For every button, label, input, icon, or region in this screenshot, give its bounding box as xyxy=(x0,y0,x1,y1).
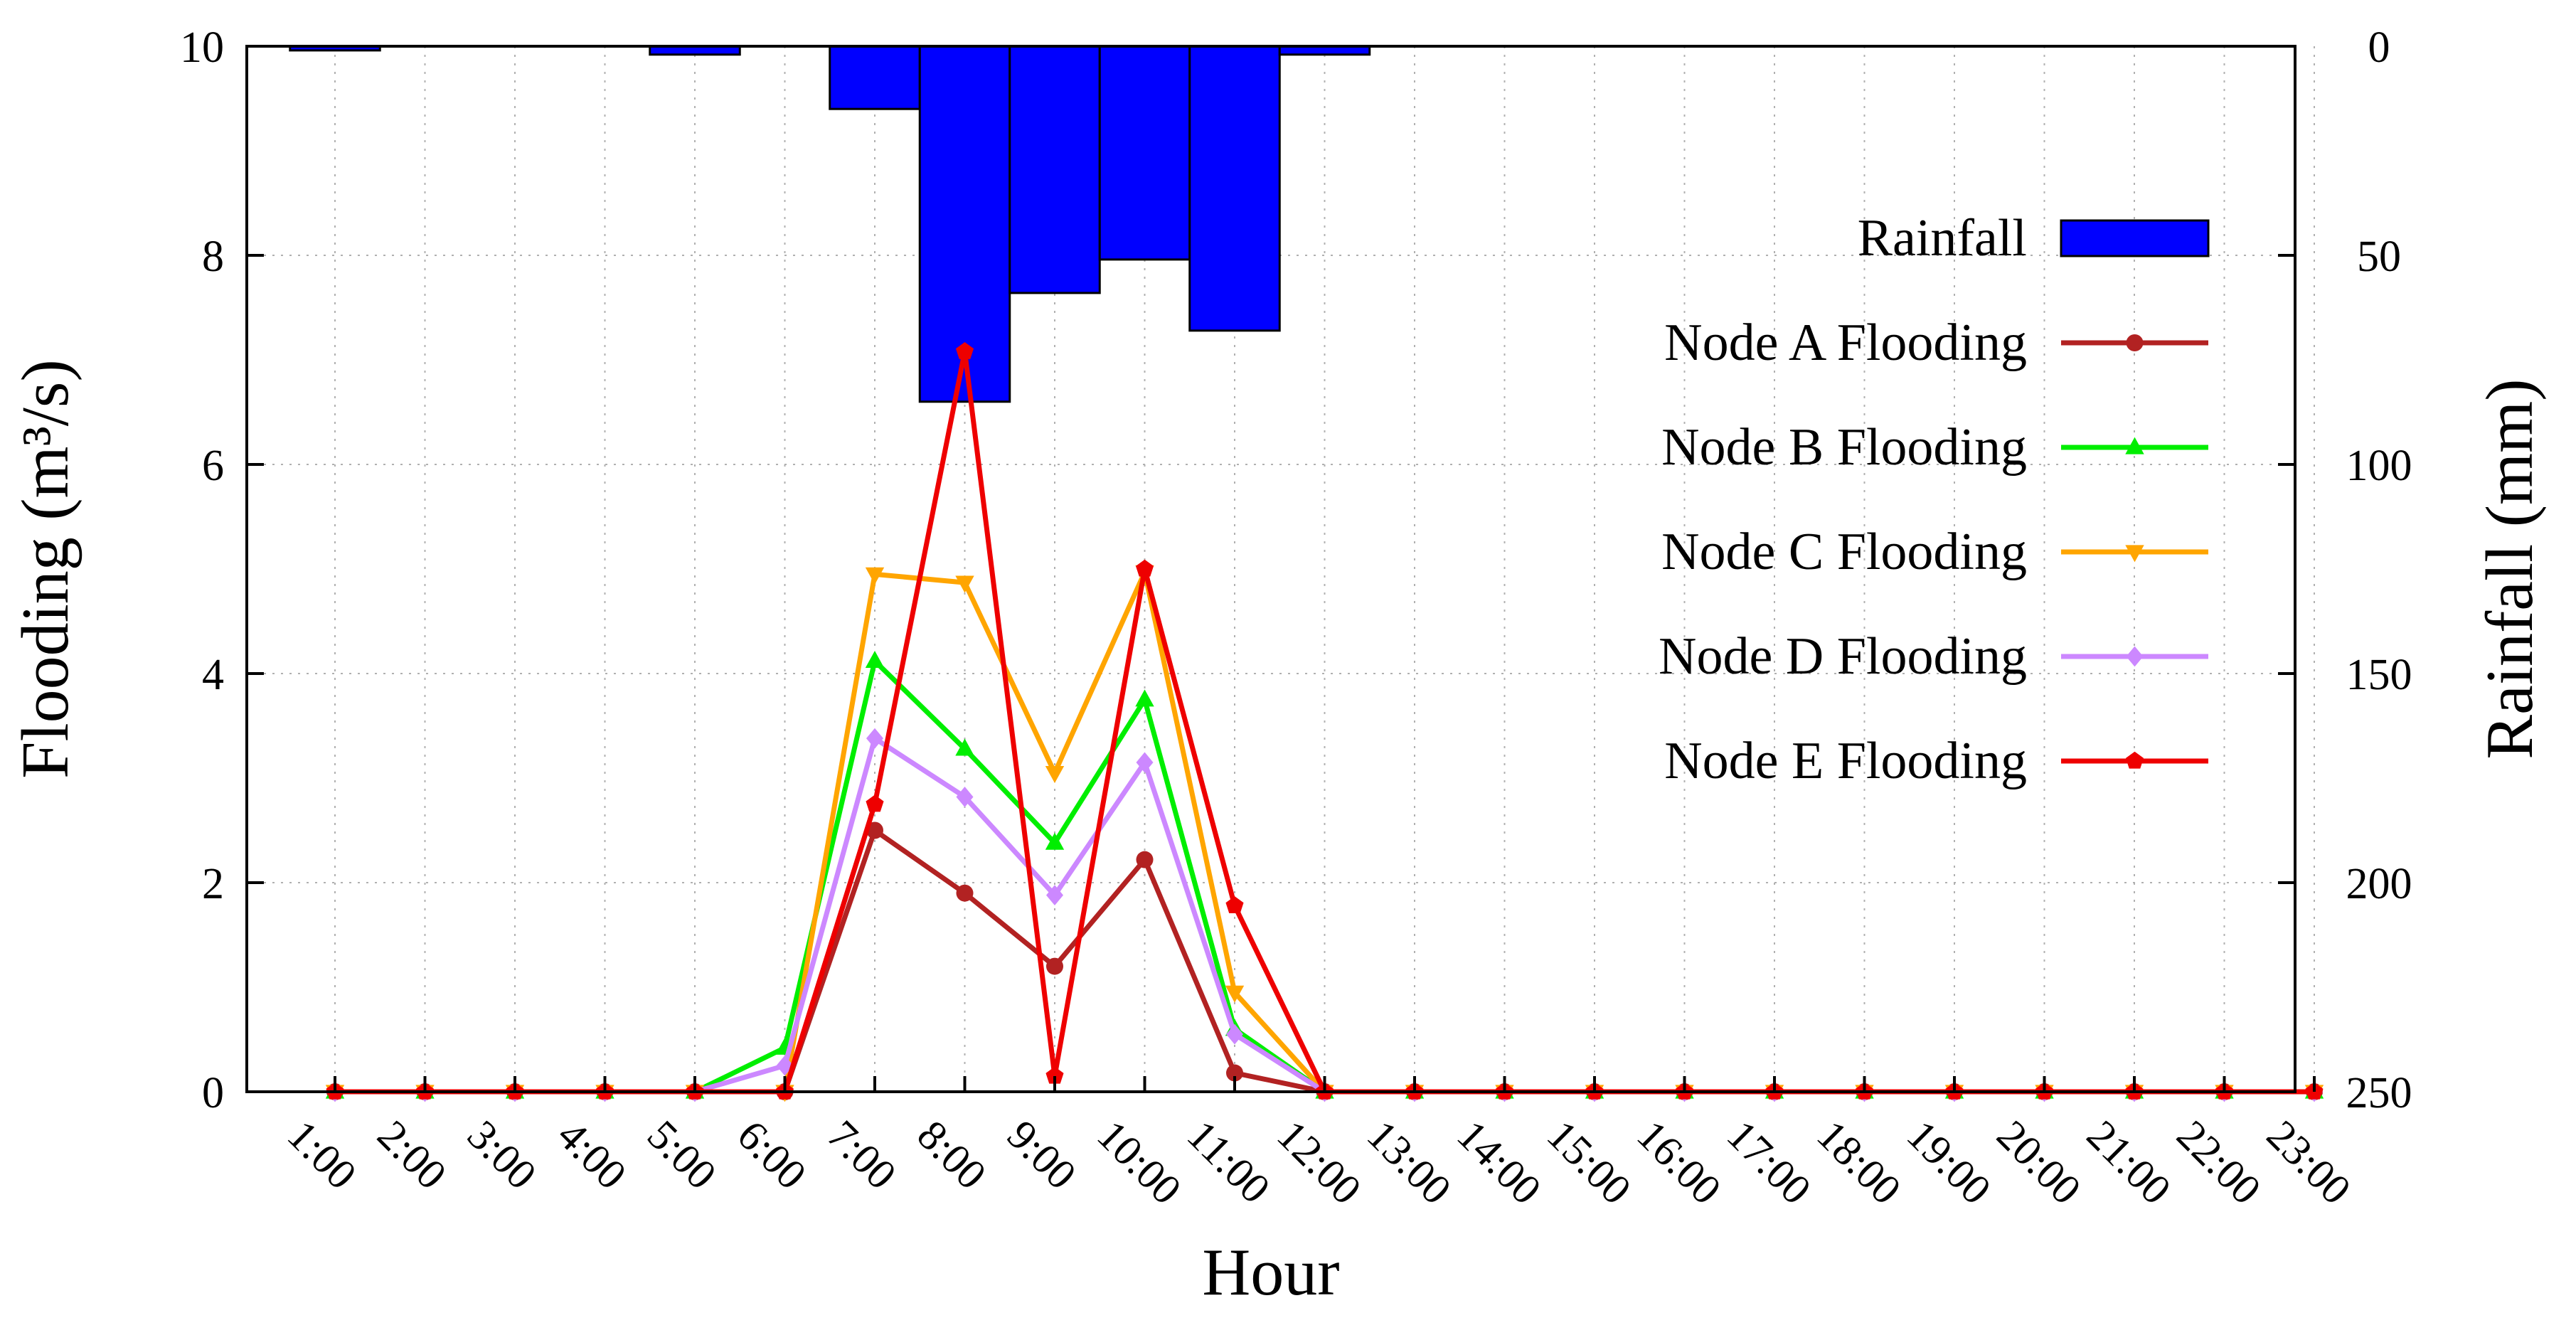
rainfall-bar xyxy=(1188,45,1281,332)
y-tick-label: 10 xyxy=(180,23,224,72)
x-tick-label: 7:00 xyxy=(819,1112,905,1198)
legend: Rainfall Node A Flooding Node B Flooding No… xyxy=(1659,209,2210,790)
x-tick-label: 18:00 xyxy=(1808,1112,1910,1213)
x-tick-label: 4:00 xyxy=(548,1112,635,1198)
data-point xyxy=(2125,545,2144,563)
data-point xyxy=(1136,851,1154,868)
x-tick-label: 20:00 xyxy=(1988,1112,2090,1213)
data-point xyxy=(866,794,884,812)
data-point xyxy=(1046,885,1063,906)
x-tick-label: 13:00 xyxy=(1358,1112,1460,1213)
y2-tick-label: 150 xyxy=(2346,651,2412,699)
x-tick-label: 21:00 xyxy=(2078,1112,2180,1213)
x-axis-label: Hour xyxy=(1202,1235,1339,1309)
y2-tick-label: 0 xyxy=(2368,23,2390,72)
data-point xyxy=(1225,985,1245,1003)
data-point xyxy=(1046,957,1063,975)
data-point xyxy=(866,728,883,749)
x-tick-label: 17:00 xyxy=(1718,1112,1820,1213)
data-point xyxy=(956,787,974,807)
data-point xyxy=(955,342,974,359)
x-tick-label: 12:00 xyxy=(1268,1112,1370,1213)
data-point xyxy=(865,567,885,585)
x-tick-label: 1:00 xyxy=(279,1112,366,1198)
x-tick-label: 6:00 xyxy=(728,1112,815,1198)
x-tick-label: 5:00 xyxy=(639,1112,725,1198)
rainfall-bar xyxy=(1008,45,1101,294)
data-point xyxy=(1135,559,1154,577)
data-point xyxy=(956,884,974,902)
y2-axis-label: Rainfall (mm) xyxy=(2473,378,2547,759)
data-point xyxy=(1045,766,1065,784)
y-tick-label: 6 xyxy=(202,442,224,490)
rainfall-bars xyxy=(289,45,1371,403)
data-point xyxy=(1226,1064,1243,1082)
data-point xyxy=(1135,689,1154,707)
data-point xyxy=(1226,1023,1243,1045)
x-tick-label: 8:00 xyxy=(908,1112,995,1198)
data-point xyxy=(2126,646,2144,667)
legend-item: Node C Flooding xyxy=(1661,523,2208,581)
x-tick-label: 3:00 xyxy=(459,1112,545,1198)
y-tick-label: 8 xyxy=(202,233,224,281)
legend-label: Node C Flooding xyxy=(1661,523,2027,581)
x-tick-label: 9:00 xyxy=(999,1112,1085,1198)
x-tick-label: 2:00 xyxy=(368,1112,455,1198)
legend-item: Node D Flooding xyxy=(1659,627,2208,686)
x-tick-label: 15:00 xyxy=(1538,1112,1640,1213)
legend-item: Node E Flooding xyxy=(1664,732,2208,790)
data-point xyxy=(1045,832,1065,850)
y2-tick-label: 250 xyxy=(2346,1069,2412,1117)
data-point xyxy=(955,738,974,756)
y2-tick-label: 100 xyxy=(2346,442,2412,490)
series-line xyxy=(335,658,2314,1095)
grid xyxy=(247,46,2315,1092)
y-tick-label: 2 xyxy=(202,860,224,908)
legend-label: Node D Flooding xyxy=(1659,627,2027,686)
data-point xyxy=(2125,751,2144,769)
legend-label: Node B Flooding xyxy=(1661,418,2027,477)
x-tick-label: 14:00 xyxy=(1448,1112,1550,1213)
y2-tick-label: 200 xyxy=(2346,860,2412,908)
series-line xyxy=(335,735,2314,1095)
legend-label: Node E Flooding xyxy=(1664,732,2027,790)
x-tick-label: 16:00 xyxy=(1628,1112,1730,1213)
legend-item: Rainfall xyxy=(1858,209,2210,267)
data-point xyxy=(1136,752,1154,773)
legend-label: Node A Flooding xyxy=(1664,314,2027,372)
data-point xyxy=(2125,437,2144,454)
y2-tick-label: 50 xyxy=(2357,233,2401,281)
x-tick-label: 11:00 xyxy=(1178,1112,1279,1213)
legend-swatch xyxy=(2060,219,2210,257)
data-point xyxy=(2126,334,2144,351)
y-tick-label: 0 xyxy=(202,1069,224,1117)
data-point xyxy=(1045,1066,1064,1084)
y-axis-label: Flooding (m³/s) xyxy=(9,359,83,779)
x-tick-label: 10:00 xyxy=(1088,1112,1190,1213)
data-point xyxy=(865,650,885,668)
y-tick-label: 4 xyxy=(202,651,224,699)
x-tick-label: 19:00 xyxy=(1898,1112,2000,1213)
rainfall-bar xyxy=(829,45,921,110)
data-point xyxy=(1225,896,1244,914)
legend-item: Node A Flooding xyxy=(1664,314,2208,372)
data-point xyxy=(955,575,974,593)
legend-label: Rainfall xyxy=(1858,209,2027,267)
legend-item: Node B Flooding xyxy=(1661,418,2208,477)
x-tick-label: 23:00 xyxy=(2258,1112,2360,1213)
plot-frame xyxy=(245,45,2296,1093)
rainfall-bar xyxy=(1098,45,1191,261)
x-tick-label: 22:00 xyxy=(2168,1112,2269,1213)
